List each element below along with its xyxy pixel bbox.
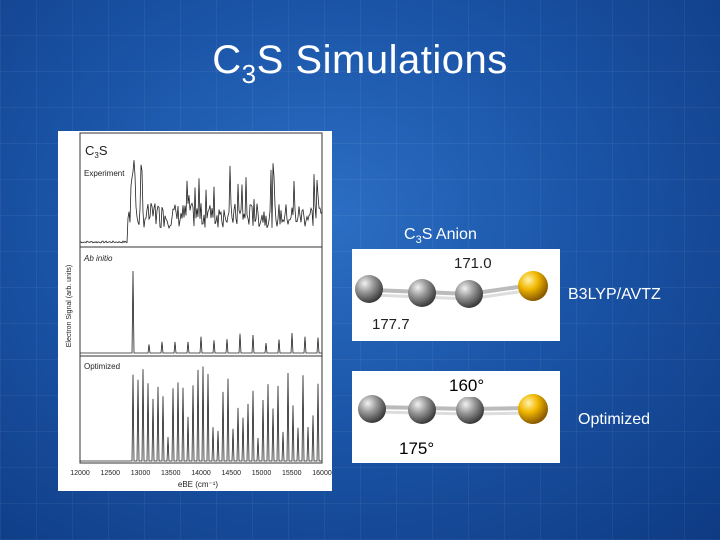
opt-carbon-atom-1 — [358, 395, 386, 423]
x-tick-16000: 16000 — [312, 470, 332, 477]
y-axis-label: Electron Signal (arb. units) — [66, 265, 73, 347]
x-tick-13000: 13000 — [131, 470, 151, 477]
x-tick-15500: 15500 — [282, 470, 302, 477]
title-rest: S Simulations — [256, 38, 508, 82]
experiment-species-label: C3S — [85, 143, 108, 160]
plot-frame — [79, 132, 323, 464]
abinitio-trace — [80, 270, 322, 354]
x-tick-14500: 14500 — [222, 470, 242, 477]
x-tick-12500: 12500 — [101, 470, 121, 477]
experiment-trace — [79, 160, 323, 244]
angle-label-bottom: 177.7 — [372, 316, 410, 333]
x-tick-12000: 12000 — [70, 470, 90, 477]
anion-structure-panel: 171.0 177.7 — [352, 249, 560, 341]
opt-sulfur-atom — [518, 394, 548, 424]
anion-molecule: 171.0 177.7 — [355, 255, 548, 333]
spectrum-plot: C3S Experiment Ab initio Optimized Elect… — [66, 132, 332, 489]
spectrum-figure: C3S Experiment Ab initio Optimized Elect… — [58, 131, 332, 491]
slide-title: C3S Simulations — [0, 38, 720, 90]
x-tick-labels: 12000 12500 13000 13500 14000 14500 15000 15500… — [70, 470, 332, 477]
carbon-atom-1 — [355, 275, 383, 303]
sulfur-atom — [518, 271, 548, 301]
x-axis-label: eBE (cm⁻¹) — [178, 480, 219, 489]
title-subscript: 3 — [241, 59, 257, 89]
optimized-angle-bottom: 175° — [394, 438, 440, 460]
experiment-label: Experiment — [84, 169, 125, 178]
title-c: C — [212, 38, 242, 82]
method-label: B3LYP/AVTZ — [568, 286, 661, 303]
optimized-label: Optimized — [578, 411, 651, 428]
x-tick-14000: 14000 — [191, 470, 211, 477]
angle-label-top: 171.0 — [454, 255, 492, 272]
opt-carbon-atom-3 — [456, 396, 484, 424]
carbon-atom-3 — [455, 280, 483, 308]
carbon-atom-2 — [408, 279, 436, 307]
opt-carbon-atom-2 — [408, 396, 436, 424]
optimized-panel-label: Optimized — [84, 362, 120, 371]
optimized-molecule — [358, 394, 548, 424]
anion-label: C3S Anion — [404, 226, 477, 247]
x-tick-13500: 13500 — [161, 470, 181, 477]
optimized-angle-top: 160° — [444, 375, 490, 397]
optimized-trace — [80, 366, 322, 462]
x-tick-15000: 15000 — [252, 470, 272, 477]
abinitio-label: Ab initio — [83, 254, 113, 263]
